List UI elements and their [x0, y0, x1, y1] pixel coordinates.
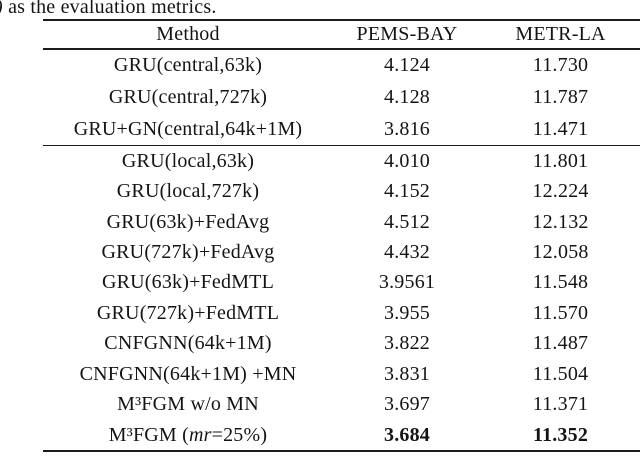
table-row: M³FGM w/o MN 3.697 11.371 [43, 389, 640, 419]
column-header-metr-la: METR-LA [515, 23, 606, 45]
table-row: GRU(727k)+FedMTL 3.955 11.570 [43, 298, 640, 328]
table-row: CNFGNN(64k+1M) 3.822 11.487 [43, 329, 640, 359]
metr-la-value: 11.352 [532, 423, 589, 446]
table-row: GRU(local,63k) 4.010 11.801 [43, 146, 640, 176]
pems-bay-value: 3.816 [384, 117, 430, 140]
pems-bay-value: 4.152 [384, 180, 430, 203]
method-cell: GRU(central,727k) [108, 85, 268, 108]
method-cell: M³FGM (mr=25%) [108, 423, 268, 446]
pems-bay-value: 3.9561 [378, 271, 436, 294]
method-cell: GRU(local,63k) [121, 149, 255, 172]
table-header-row: Method PEMS-BAY METR-LA [43, 21, 640, 50]
metr-la-value: 12.132 [532, 210, 589, 233]
method-cell: CNFGNN(64k+1M) [104, 332, 272, 355]
method-cell: GRU(727k)+FedAvg [101, 241, 275, 263]
table-row: GRU(63k)+FedAvg 4.512 12.132 [43, 207, 640, 237]
metr-la-value: 11.487 [532, 332, 589, 355]
method-cell: GRU(central,63k) [113, 54, 263, 77]
metr-la-value: 12.058 [532, 241, 589, 263]
results-table: Method PEMS-BAY METR-LA GRU(central,63k)… [43, 19, 640, 453]
pems-bay-value: 3.697 [384, 393, 430, 416]
metr-la-value: 11.471 [532, 117, 589, 140]
pems-bay-value: 3.831 [384, 362, 430, 385]
metr-la-value: 11.801 [532, 149, 589, 172]
table-row: GRU(central,727k) 4.128 11.787 [43, 82, 640, 114]
method-cell: GRU(local,727k) [116, 180, 260, 203]
table-row: GRU+GN(central,64k+1M) 3.816 11.471 [43, 113, 640, 145]
table-row: GRU(central,63k) 4.124 11.730 [43, 50, 640, 82]
metr-la-value: 11.570 [532, 301, 589, 324]
pems-bay-value: 3.684 [384, 423, 430, 446]
pems-bay-value: 4.128 [384, 85, 430, 108]
method-cell: M³FGM w/o MN [117, 393, 259, 416]
method-cell: GRU(63k)+FedMTL [101, 271, 275, 294]
table-group-centralized: GRU(central,63k) 4.124 11.730 GRU(centra… [43, 50, 640, 145]
table-row: GRU(727k)+FedAvg 4.432 12.058 [43, 237, 640, 267]
method-cell: GRU+GN(central,64k+1M) [73, 117, 303, 140]
method-cell: GRU(727k)+FedMTL [96, 301, 280, 324]
pems-bay-value: 4.512 [384, 210, 430, 233]
pems-bay-value: 4.432 [384, 241, 430, 263]
pems-bay-value: 4.124 [384, 54, 430, 77]
column-header-method: Method [156, 23, 220, 45]
metr-la-value: 11.787 [532, 85, 589, 108]
caption-fragment-italic-paren: ) [0, 0, 3, 18]
table-group-federated: GRU(local,63k) 4.010 11.801 GRU(local,72… [43, 144, 640, 450]
method-cell: CNFGNN(64k+1M) +MN [79, 362, 297, 385]
table-row: CNFGNN(64k+1M) +MN 3.831 11.504 [43, 359, 640, 389]
metr-la-value: 11.504 [532, 362, 589, 385]
method-cell: GRU(63k)+FedAvg [106, 210, 270, 233]
pems-bay-value: 3.955 [384, 301, 430, 324]
caption-fragment: ) as the evaluation metrics. [0, 0, 217, 18]
metr-la-value: 11.548 [532, 271, 589, 294]
table-row: GRU(63k)+FedMTL 3.9561 11.548 [43, 268, 640, 298]
metr-la-value: 11.730 [532, 54, 589, 77]
column-header-pems-bay: PEMS-BAY [356, 23, 458, 45]
caption-fragment-text: as the evaluation metrics. [2, 0, 217, 18]
pems-bay-value: 3.822 [384, 332, 430, 355]
pems-bay-value: 4.010 [384, 149, 430, 172]
table-row: GRU(local,727k) 4.152 12.224 [43, 176, 640, 206]
metr-la-value: 12.224 [532, 180, 589, 203]
metr-la-value: 11.371 [532, 393, 589, 416]
table-row: M³FGM (mr=25%) 3.684 11.352 [43, 420, 640, 450]
